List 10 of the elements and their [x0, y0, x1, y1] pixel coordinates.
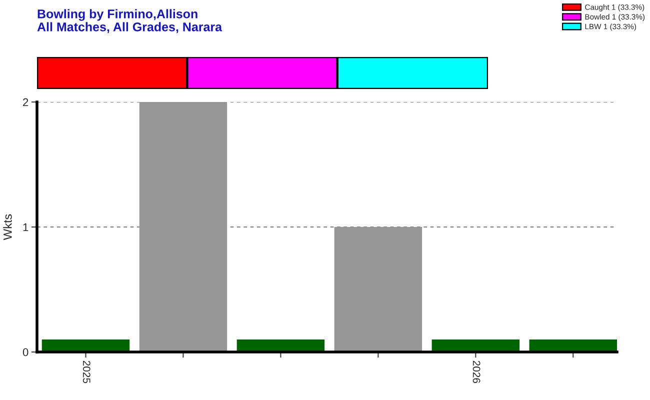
- bar: [334, 227, 422, 352]
- y-tick-label: 0: [22, 348, 28, 356]
- y-tick-label: 1: [23, 223, 28, 232]
- chart-title: Bowling by Firmino,Allison: [38, 9, 198, 21]
- chart-subtitle: All Matches, All Grades, Narara: [37, 22, 222, 34]
- y-axis-title: Wkts: [3, 214, 12, 240]
- bar: [139, 102, 228, 352]
- x-tick-label: 2025: [82, 360, 90, 384]
- x-tick-label: 2026: [472, 360, 480, 384]
- y-tick-label: 2: [23, 98, 28, 106]
